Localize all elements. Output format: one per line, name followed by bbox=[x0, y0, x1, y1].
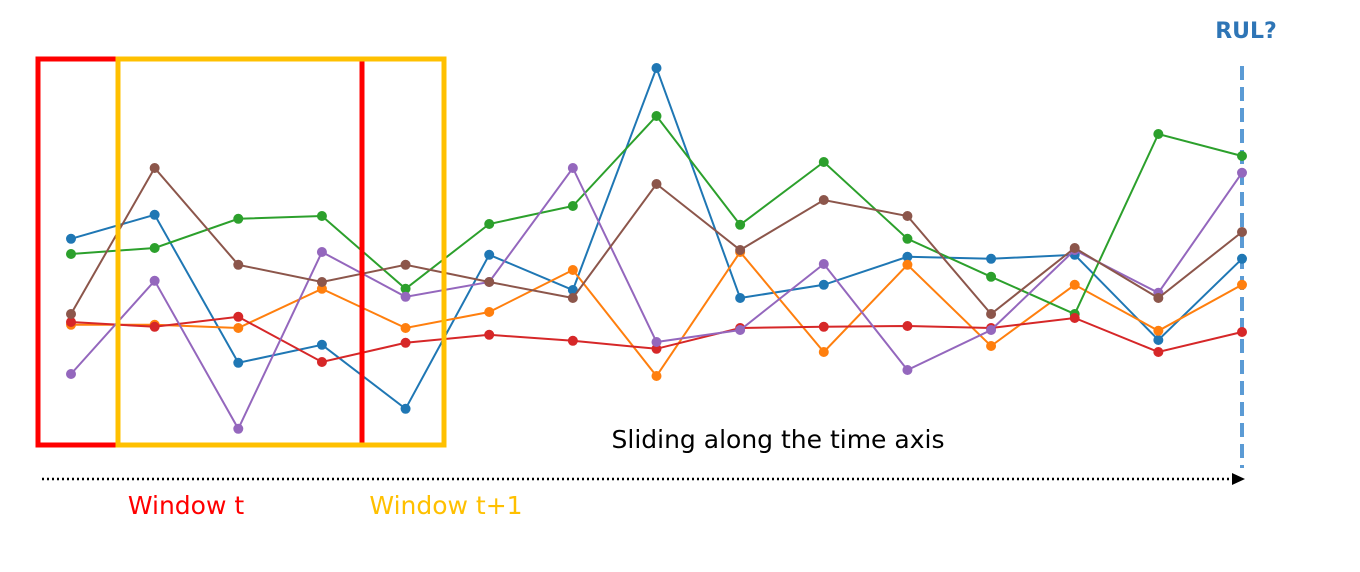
point bbox=[233, 423, 244, 434]
point bbox=[233, 323, 244, 333]
point bbox=[316, 211, 327, 221]
point bbox=[735, 219, 746, 230]
point bbox=[1153, 347, 1164, 357]
point bbox=[233, 357, 244, 368]
point bbox=[651, 63, 662, 73]
plot bbox=[66, 63, 1247, 434]
point bbox=[1153, 293, 1164, 303]
window-t-label: Window t bbox=[128, 491, 245, 520]
point bbox=[986, 253, 997, 264]
point bbox=[66, 233, 76, 244]
point bbox=[1153, 335, 1164, 345]
point bbox=[567, 285, 578, 295]
point bbox=[66, 249, 76, 259]
point bbox=[818, 321, 829, 332]
point bbox=[484, 277, 495, 287]
point bbox=[818, 195, 829, 205]
point bbox=[735, 325, 746, 335]
point bbox=[400, 259, 411, 270]
point bbox=[986, 271, 997, 282]
point bbox=[1237, 151, 1247, 161]
point bbox=[902, 211, 913, 221]
point bbox=[316, 247, 327, 257]
point bbox=[1237, 279, 1247, 290]
point bbox=[902, 233, 913, 244]
point bbox=[818, 157, 829, 167]
point bbox=[651, 111, 662, 121]
point bbox=[233, 213, 244, 224]
point bbox=[567, 163, 578, 173]
point bbox=[1153, 325, 1164, 336]
point bbox=[567, 335, 578, 346]
point bbox=[651, 337, 662, 347]
point bbox=[1153, 129, 1164, 139]
rul-label: RUL? bbox=[1215, 19, 1277, 44]
point bbox=[735, 293, 746, 303]
point bbox=[818, 259, 829, 269]
point bbox=[818, 279, 829, 290]
point bbox=[1237, 167, 1247, 178]
point bbox=[567, 293, 578, 303]
point bbox=[1069, 313, 1080, 323]
point bbox=[149, 321, 160, 332]
point bbox=[1237, 227, 1247, 237]
series-line bbox=[70, 166, 1243, 431]
point bbox=[484, 249, 495, 260]
point bbox=[316, 357, 327, 367]
window-t1 bbox=[115, 56, 447, 448]
point bbox=[66, 369, 76, 379]
point bbox=[316, 277, 327, 287]
point bbox=[1237, 327, 1247, 337]
point bbox=[902, 251, 913, 262]
point bbox=[233, 311, 244, 322]
point bbox=[484, 219, 495, 229]
point bbox=[902, 321, 913, 331]
point bbox=[1069, 279, 1080, 290]
point bbox=[400, 403, 411, 414]
point bbox=[902, 365, 913, 375]
point bbox=[400, 323, 411, 333]
point bbox=[818, 347, 829, 357]
point bbox=[66, 309, 76, 319]
point bbox=[316, 339, 327, 350]
arrow-head bbox=[1232, 473, 1245, 485]
point bbox=[484, 307, 495, 317]
series-line bbox=[70, 114, 1243, 316]
point bbox=[567, 201, 578, 211]
point bbox=[149, 275, 160, 286]
point bbox=[66, 317, 76, 327]
point bbox=[400, 283, 411, 294]
point bbox=[484, 329, 495, 340]
point bbox=[902, 259, 913, 270]
point bbox=[149, 163, 160, 173]
point bbox=[233, 259, 244, 270]
window-t1-label: Window t+1 bbox=[369, 491, 522, 520]
sliding-label: Sliding along the time axis bbox=[612, 425, 945, 454]
point bbox=[567, 265, 578, 275]
point bbox=[735, 245, 746, 255]
point bbox=[986, 325, 997, 335]
point bbox=[651, 179, 662, 189]
point bbox=[400, 291, 411, 302]
point bbox=[1237, 253, 1247, 264]
series-line bbox=[71, 250, 1243, 378]
point bbox=[651, 371, 662, 381]
point bbox=[400, 337, 411, 348]
point bbox=[1069, 243, 1080, 253]
point bbox=[149, 209, 160, 220]
point bbox=[986, 309, 997, 319]
point bbox=[986, 341, 997, 351]
point bbox=[149, 243, 160, 253]
